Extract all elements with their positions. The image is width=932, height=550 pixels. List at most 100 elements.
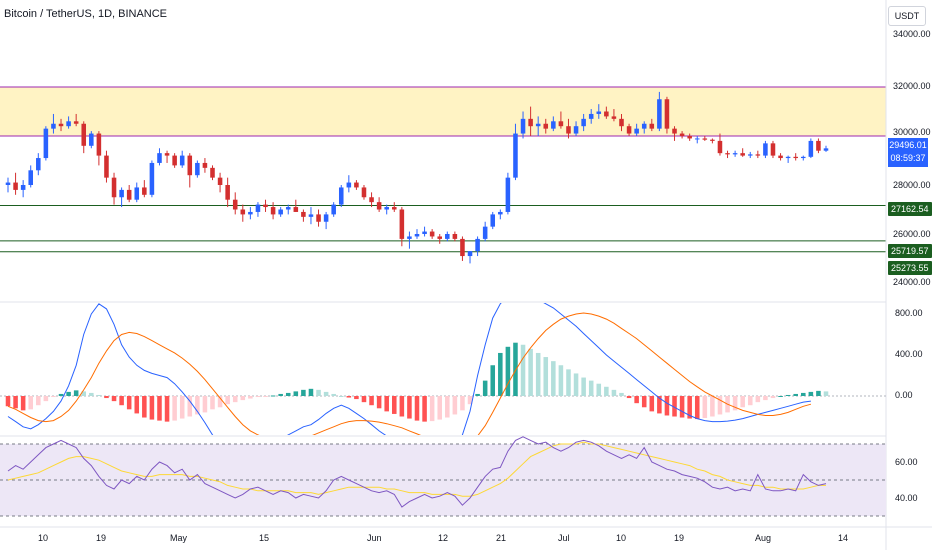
macd-histogram-bar xyxy=(657,396,662,414)
macd-histogram-bar xyxy=(528,348,533,396)
macd-histogram-bar xyxy=(596,383,602,396)
candle-body xyxy=(248,211,253,215)
candle-body xyxy=(384,207,389,210)
candle-body xyxy=(81,123,87,146)
candle-body xyxy=(316,214,321,222)
time-axis-label: 21 xyxy=(496,533,507,543)
candle-body xyxy=(596,111,602,114)
candle-body xyxy=(308,214,314,217)
candle-body xyxy=(331,204,336,215)
candle-body xyxy=(619,118,624,127)
time-axis-label: 12 xyxy=(438,533,449,543)
level-label: 25719.57 xyxy=(888,244,932,258)
macd-histogram-bar xyxy=(664,396,670,416)
macd-histogram-bar xyxy=(679,396,685,418)
macd-histogram-bar xyxy=(429,396,435,422)
candle-body xyxy=(649,123,655,129)
candle-body xyxy=(28,170,33,185)
macd-histogram-bar xyxy=(498,352,503,396)
macd-histogram-bar xyxy=(187,396,193,417)
candle-body xyxy=(96,133,102,156)
symbol-title[interactable]: Bitcoin / TetherUS, 1D, BINANCE xyxy=(4,8,168,20)
candle-body xyxy=(778,155,783,159)
macd-histogram-bar xyxy=(422,396,427,422)
candle-body xyxy=(369,197,374,203)
macd-axis-label: 0.00 xyxy=(895,390,913,400)
candle-body xyxy=(51,123,56,129)
candle-body xyxy=(657,99,662,129)
macd-histogram-bar xyxy=(770,396,776,399)
candle-body xyxy=(89,133,94,146)
candle-body xyxy=(119,189,124,198)
currency-badge[interactable]: USDT xyxy=(888,6,926,26)
candle-body xyxy=(634,128,639,134)
level-label: 25273.55 xyxy=(888,261,932,275)
macd-histogram-bar xyxy=(641,396,647,408)
candle-body xyxy=(217,177,223,185)
price-axis-label: 26000.00 xyxy=(893,229,931,239)
candle-body xyxy=(725,153,730,155)
macd-histogram-bar xyxy=(126,396,132,410)
time-axis-label: May xyxy=(170,533,188,543)
macd-histogram-bar xyxy=(505,346,511,396)
time-axis-label: 19 xyxy=(674,533,685,543)
macd-histogram-bar xyxy=(392,396,397,414)
macd-histogram-bar xyxy=(157,396,162,421)
macd-histogram-bar xyxy=(558,365,564,396)
macd-histogram-bar xyxy=(513,342,518,396)
resistance-zone xyxy=(0,87,886,136)
candle-body xyxy=(763,143,768,156)
macd-histogram-bar xyxy=(763,396,768,401)
candle-body xyxy=(232,199,238,210)
candle-body xyxy=(202,162,208,168)
macd-histogram-bar xyxy=(407,396,412,419)
candle-body xyxy=(376,202,382,210)
macd-histogram-bar xyxy=(316,389,321,396)
macd-axis-label: 800.00 xyxy=(895,308,923,318)
macd-histogram-bar xyxy=(361,396,367,403)
macd-histogram-bar xyxy=(778,396,783,397)
candle-body xyxy=(687,136,692,139)
candle-body xyxy=(187,155,193,176)
candle-body xyxy=(498,211,503,215)
macd-histogram-bar xyxy=(43,396,49,402)
macd-histogram-bar xyxy=(649,396,655,412)
macd-histogram-bar xyxy=(740,396,745,408)
candle-body xyxy=(66,121,71,127)
candle-body xyxy=(581,118,586,127)
macd-histogram-bar xyxy=(354,396,359,400)
candle-body xyxy=(482,226,488,239)
candle-body xyxy=(823,148,829,151)
macd-histogram-bar xyxy=(331,393,336,396)
macd-histogram-bar xyxy=(384,396,389,412)
signal-line xyxy=(7,312,812,435)
candle-body xyxy=(263,204,268,208)
candle-body xyxy=(399,209,405,239)
candle-body xyxy=(293,207,299,212)
candle-body xyxy=(467,251,473,257)
candle-body xyxy=(604,111,609,117)
candle-body xyxy=(285,207,291,210)
macd-histogram-bar xyxy=(588,380,594,396)
macd-histogram-bar xyxy=(694,396,700,420)
candle-body xyxy=(475,238,480,252)
candle-body xyxy=(770,143,776,156)
macd-histogram-bar xyxy=(414,396,420,421)
candle-body xyxy=(354,182,359,188)
macd-histogram-bar xyxy=(51,396,56,398)
price-axis-label: 24000.00 xyxy=(893,277,931,287)
candle-body xyxy=(5,182,11,185)
candle-body xyxy=(20,185,26,190)
time-axis-label: 14 xyxy=(838,533,849,543)
macd-histogram-bar xyxy=(717,396,723,415)
price-axis-label: 30000.00 xyxy=(893,127,931,137)
macd-histogram-bar xyxy=(164,396,170,422)
candle-body xyxy=(43,128,49,159)
macd-histogram-bar xyxy=(240,396,246,401)
rsi-line xyxy=(7,436,827,508)
macd-line xyxy=(7,303,811,435)
macd-histogram-bar xyxy=(210,396,215,410)
candle-body xyxy=(323,214,329,222)
candle-body xyxy=(172,155,177,166)
